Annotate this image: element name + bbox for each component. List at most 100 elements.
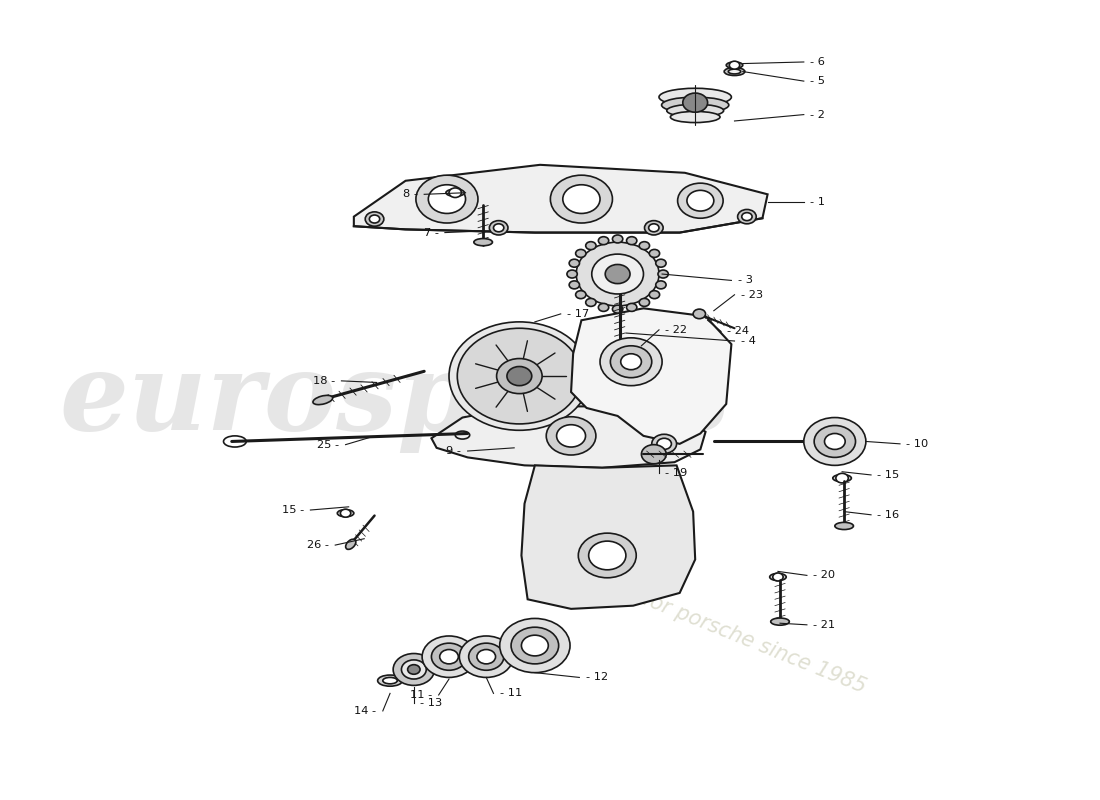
Text: 11 -: 11 - (410, 690, 432, 700)
Polygon shape (521, 466, 695, 609)
Ellipse shape (609, 360, 630, 368)
Ellipse shape (661, 97, 729, 113)
Circle shape (627, 303, 637, 311)
Circle shape (512, 627, 559, 664)
Circle shape (729, 61, 739, 69)
Polygon shape (571, 308, 732, 444)
Circle shape (605, 265, 630, 284)
Circle shape (557, 425, 585, 447)
Text: - 22: - 22 (666, 325, 688, 335)
Text: - 5: - 5 (810, 76, 825, 86)
Text: a passion for porsche since 1985: a passion for porsche since 1985 (542, 550, 869, 697)
Ellipse shape (338, 510, 354, 517)
Circle shape (393, 654, 434, 686)
Circle shape (598, 303, 608, 311)
Ellipse shape (726, 62, 742, 68)
Circle shape (490, 221, 508, 235)
Circle shape (458, 328, 582, 424)
Circle shape (585, 242, 596, 250)
Circle shape (641, 445, 667, 464)
Circle shape (773, 573, 783, 581)
Circle shape (579, 533, 636, 578)
Circle shape (639, 242, 649, 250)
Text: - 10: - 10 (906, 439, 928, 449)
Ellipse shape (446, 189, 464, 196)
Circle shape (658, 270, 669, 278)
Ellipse shape (345, 539, 355, 550)
Circle shape (449, 322, 590, 430)
Circle shape (741, 213, 752, 221)
Ellipse shape (667, 104, 724, 117)
Text: - 13: - 13 (420, 698, 442, 708)
Circle shape (569, 281, 580, 289)
Ellipse shape (383, 678, 397, 684)
Circle shape (477, 650, 496, 664)
Text: - 4: - 4 (740, 336, 756, 346)
Text: eurospares: eurospares (59, 347, 730, 453)
Ellipse shape (377, 675, 403, 686)
Circle shape (585, 298, 596, 306)
Circle shape (656, 281, 667, 289)
Ellipse shape (833, 474, 851, 482)
Circle shape (496, 358, 542, 394)
Text: - 21: - 21 (813, 620, 835, 630)
Ellipse shape (728, 69, 740, 74)
Circle shape (836, 474, 848, 483)
Circle shape (575, 250, 586, 258)
Circle shape (814, 426, 856, 458)
Text: - 24: - 24 (727, 326, 749, 337)
Circle shape (592, 254, 644, 294)
Circle shape (576, 242, 659, 306)
Text: 15 -: 15 - (282, 505, 305, 515)
Circle shape (656, 259, 667, 267)
Circle shape (460, 636, 513, 678)
Text: - 1: - 1 (810, 198, 825, 207)
Circle shape (657, 438, 671, 450)
Text: - 23: - 23 (740, 290, 762, 300)
Circle shape (499, 618, 570, 673)
Ellipse shape (659, 88, 732, 106)
Circle shape (598, 237, 608, 245)
Text: 8 -: 8 - (403, 190, 418, 199)
Circle shape (610, 346, 652, 378)
Circle shape (428, 185, 465, 214)
Circle shape (402, 660, 427, 679)
Circle shape (449, 188, 461, 198)
Circle shape (678, 183, 723, 218)
Text: 7 -: 7 - (424, 227, 439, 238)
Circle shape (469, 643, 504, 670)
Text: - 16: - 16 (878, 510, 900, 520)
Circle shape (645, 221, 663, 235)
Circle shape (652, 434, 676, 454)
Text: 26 -: 26 - (307, 540, 329, 550)
Circle shape (422, 636, 476, 678)
Ellipse shape (670, 111, 720, 122)
Polygon shape (431, 406, 705, 468)
Circle shape (649, 290, 660, 298)
Circle shape (825, 434, 845, 450)
Circle shape (550, 175, 613, 223)
Circle shape (563, 185, 600, 214)
Circle shape (588, 541, 626, 570)
Circle shape (620, 354, 641, 370)
Circle shape (693, 309, 705, 318)
Text: - 12: - 12 (585, 673, 607, 682)
Text: - 17: - 17 (566, 309, 590, 319)
Text: - 2: - 2 (810, 110, 825, 119)
Circle shape (804, 418, 866, 466)
Circle shape (575, 290, 586, 298)
Circle shape (686, 190, 714, 211)
Circle shape (683, 93, 707, 112)
Circle shape (340, 510, 351, 517)
Text: - 6: - 6 (810, 57, 825, 67)
Text: 14 -: 14 - (354, 706, 376, 716)
Circle shape (494, 224, 504, 232)
Circle shape (649, 224, 659, 232)
Ellipse shape (312, 395, 332, 405)
Text: 25 -: 25 - (317, 440, 340, 450)
Text: - 19: - 19 (666, 468, 688, 478)
Circle shape (431, 643, 466, 670)
Ellipse shape (771, 618, 790, 626)
Circle shape (547, 417, 596, 455)
Ellipse shape (770, 574, 786, 581)
